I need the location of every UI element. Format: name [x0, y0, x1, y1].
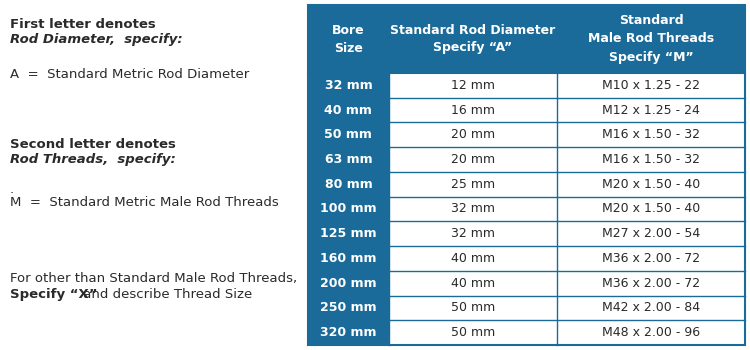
Text: Bore
Size: Bore Size: [332, 23, 364, 55]
Text: Standard Rod Diameter
Specify “A”: Standard Rod Diameter Specify “A”: [390, 23, 556, 55]
Text: 50 mm: 50 mm: [451, 301, 495, 314]
Text: 50 mm: 50 mm: [451, 326, 495, 339]
Bar: [388, 320, 557, 345]
Text: M36 x 2.00 - 72: M36 x 2.00 - 72: [602, 252, 700, 265]
Text: 100 mm: 100 mm: [320, 203, 376, 216]
Bar: [388, 271, 557, 295]
Text: M20 x 1.50 - 40: M20 x 1.50 - 40: [602, 178, 700, 191]
Text: M  =  Standard Metric Male Rod Threads: M = Standard Metric Male Rod Threads: [10, 196, 279, 209]
Bar: [557, 122, 745, 147]
Bar: [388, 172, 557, 197]
Text: 16 mm: 16 mm: [451, 104, 495, 117]
Text: For other than Standard Male Rod Threads,: For other than Standard Male Rod Threads…: [10, 272, 297, 285]
Text: M12 x 1.25 - 24: M12 x 1.25 - 24: [602, 104, 700, 117]
Text: First letter denotes: First letter denotes: [10, 18, 156, 31]
Text: M36 x 2.00 - 72: M36 x 2.00 - 72: [602, 277, 700, 290]
Text: M16 x 1.50 - 32: M16 x 1.50 - 32: [602, 153, 700, 166]
Bar: [388, 246, 557, 271]
Bar: [308, 172, 388, 197]
Text: Rod Threads,  specify:: Rod Threads, specify:: [10, 153, 176, 166]
Bar: [308, 197, 388, 221]
Bar: [388, 147, 557, 172]
Text: 63 mm: 63 mm: [325, 153, 372, 166]
Text: M42 x 2.00 - 84: M42 x 2.00 - 84: [602, 301, 700, 314]
Bar: [557, 221, 745, 246]
Bar: [388, 98, 557, 122]
Bar: [308, 320, 388, 345]
Text: 50 mm: 50 mm: [325, 128, 372, 141]
Text: Standard
Male Rod Threads
Specify “M”: Standard Male Rod Threads Specify “M”: [588, 14, 714, 63]
Text: 32 mm: 32 mm: [451, 203, 495, 216]
Bar: [557, 98, 745, 122]
Text: and describe Thread Size: and describe Thread Size: [79, 288, 252, 301]
Text: 32 mm: 32 mm: [325, 79, 372, 92]
Bar: [557, 246, 745, 271]
Text: M48 x 2.00 - 96: M48 x 2.00 - 96: [602, 326, 700, 339]
Text: Second letter denotes: Second letter denotes: [10, 138, 176, 151]
Bar: [388, 197, 557, 221]
Bar: [308, 295, 388, 320]
Bar: [557, 172, 745, 197]
Text: 125 mm: 125 mm: [320, 227, 376, 240]
Bar: [308, 221, 388, 246]
Text: M20 x 1.50 - 40: M20 x 1.50 - 40: [602, 203, 700, 216]
Text: 25 mm: 25 mm: [451, 178, 495, 191]
Bar: [557, 295, 745, 320]
Text: 320 mm: 320 mm: [320, 326, 376, 339]
Text: Specify “X”: Specify “X”: [10, 288, 98, 301]
Text: 160 mm: 160 mm: [320, 252, 376, 265]
Bar: [308, 5, 745, 73]
Text: 40 mm: 40 mm: [325, 104, 372, 117]
Bar: [557, 320, 745, 345]
Bar: [557, 147, 745, 172]
Bar: [557, 73, 745, 98]
Bar: [388, 73, 557, 98]
Text: M10 x 1.25 - 22: M10 x 1.25 - 22: [602, 79, 700, 92]
Bar: [388, 221, 557, 246]
Text: 40 mm: 40 mm: [451, 252, 495, 265]
Bar: [308, 122, 388, 147]
Text: A  =  Standard Metric Rod Diameter: A = Standard Metric Rod Diameter: [10, 68, 249, 81]
Bar: [557, 197, 745, 221]
Text: 12 mm: 12 mm: [451, 79, 495, 92]
Text: 32 mm: 32 mm: [451, 227, 495, 240]
Bar: [308, 147, 388, 172]
Bar: [308, 98, 388, 122]
Text: M16 x 1.50 - 32: M16 x 1.50 - 32: [602, 128, 700, 141]
Text: 80 mm: 80 mm: [325, 178, 372, 191]
Text: .: .: [10, 183, 14, 196]
Text: 250 mm: 250 mm: [320, 301, 376, 314]
Text: M27 x 2.00 - 54: M27 x 2.00 - 54: [602, 227, 700, 240]
Bar: [308, 73, 388, 98]
Bar: [388, 122, 557, 147]
Text: 20 mm: 20 mm: [451, 153, 495, 166]
Text: 40 mm: 40 mm: [451, 277, 495, 290]
Text: 200 mm: 200 mm: [320, 277, 376, 290]
Bar: [557, 271, 745, 295]
Text: 20 mm: 20 mm: [451, 128, 495, 141]
Bar: [308, 271, 388, 295]
Bar: [388, 295, 557, 320]
Bar: [308, 246, 388, 271]
Bar: [308, 5, 745, 345]
Text: Rod Diameter,  specify:: Rod Diameter, specify:: [10, 33, 183, 46]
